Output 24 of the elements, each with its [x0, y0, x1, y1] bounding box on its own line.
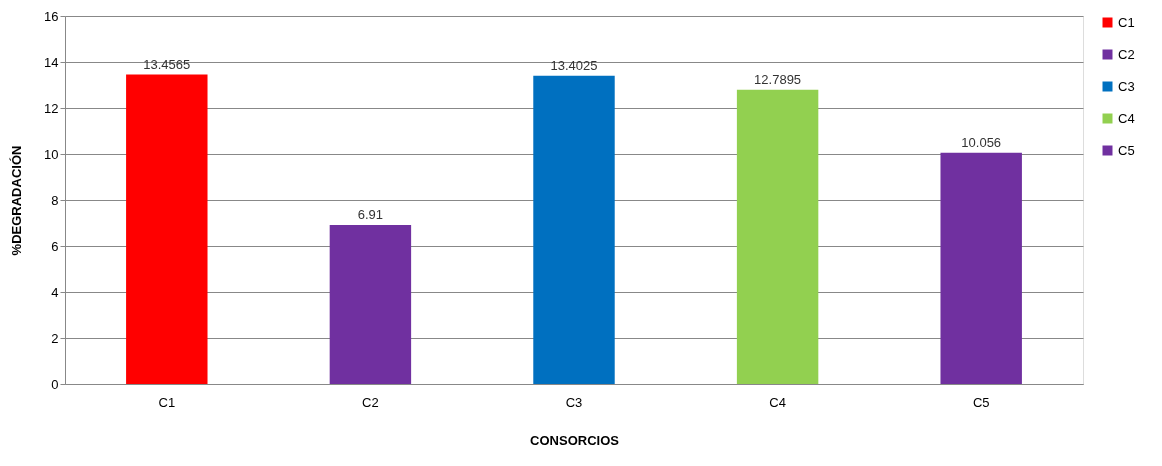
y-tick-label: 6: [51, 238, 59, 254]
legend-label: C2: [1118, 46, 1135, 62]
y-tick-label: 14: [44, 54, 59, 70]
x-axis-title: CONSORCIOS: [530, 432, 620, 448]
legend-label: C3: [1118, 78, 1135, 94]
y-tick-label: 12: [44, 100, 59, 116]
legend-label: C5: [1118, 142, 1135, 158]
x-tick-label: C2: [362, 394, 379, 410]
legend-label: C4: [1118, 110, 1135, 126]
y-tick-label: 10: [44, 146, 59, 162]
data-label: 6.91: [357, 207, 384, 223]
data-label: 12.7895: [754, 71, 802, 87]
y-tick-label: 2: [51, 330, 59, 346]
x-tick-label: C4: [769, 394, 786, 410]
x-tick-label: C1: [158, 394, 176, 410]
x-tick-label: C5: [972, 394, 990, 410]
y-tick-label: 0: [51, 376, 59, 392]
y-tick-label: 4: [51, 284, 59, 300]
y-tick-label: 16: [44, 8, 59, 24]
y-tick-label: 8: [51, 192, 59, 208]
data-label: 10.056: [961, 134, 1002, 150]
legend-label: C1: [1118, 14, 1135, 30]
x-tick-label: C3: [565, 394, 583, 410]
y-axis-title: %DEGRADACIÓN: [9, 145, 25, 256]
